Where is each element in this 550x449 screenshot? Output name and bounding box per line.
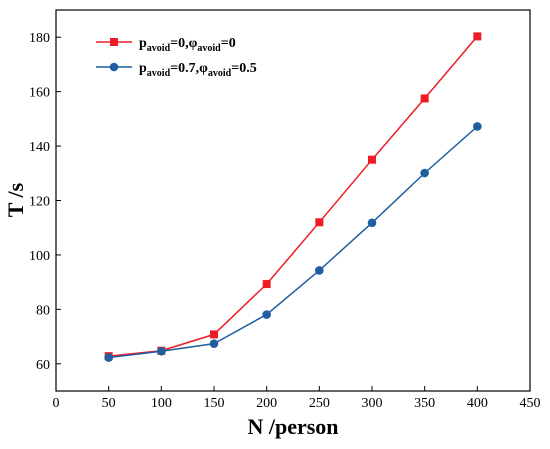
data-point (210, 330, 218, 339)
x-tick-label: 350 (414, 396, 435, 411)
data-point (209, 339, 219, 348)
x-tick-label: 150 (204, 396, 225, 411)
legend-text-part: p (139, 61, 147, 76)
data-point (367, 218, 377, 228)
x-tick-label: 0 (53, 396, 60, 411)
legend-subscript: avoid (208, 68, 232, 79)
series-line (108, 35, 478, 357)
series-2 (104, 122, 482, 362)
legend-item-2: pavoid=0.7,φavoid=0.5 (96, 61, 257, 79)
x-tick-label: 450 (520, 396, 541, 411)
data-point (473, 122, 482, 131)
x-tick-label: 100 (151, 396, 172, 411)
series-1 (104, 32, 482, 361)
y-tick-label: 80 (36, 303, 50, 318)
legend-subscript: avoid (147, 43, 171, 54)
legend-text-part: =0.7, (170, 61, 199, 76)
y-tick-label: 100 (29, 249, 50, 264)
data-point (315, 266, 324, 275)
y-tick-label: 180 (29, 31, 50, 46)
data-point (315, 218, 324, 227)
data-point (420, 168, 429, 178)
legend-text-part: =0, (170, 36, 188, 51)
legend-marker (109, 62, 119, 72)
data-point (104, 353, 113, 362)
data-point (262, 280, 271, 289)
legend-subscript: avoid (197, 43, 221, 54)
series-line (108, 125, 478, 359)
x-tick-label: 250 (309, 396, 330, 411)
y-tick-label: 120 (29, 195, 50, 210)
legend-text-part: p (139, 36, 147, 51)
legend-item-1: pavoid=0,φavoid=0 (96, 36, 236, 54)
legend-label: pavoid=0.7,φavoid=0.5 (139, 61, 257, 79)
y-tick-label: 160 (29, 86, 50, 101)
data-point (473, 32, 482, 41)
legend-text-part: φ (199, 61, 208, 76)
data-point (368, 155, 376, 164)
legend-text-part: =0.5 (231, 61, 256, 76)
legend-subscript: avoid (147, 68, 171, 79)
x-axis-title: N /person (247, 414, 338, 439)
legend-marker (110, 38, 118, 46)
x-tick-label: 300 (362, 396, 383, 411)
x-tick-label: 50 (102, 396, 116, 411)
y-tick-label: 60 (36, 358, 50, 373)
data-point (157, 346, 166, 356)
legend-text-part: φ (189, 36, 198, 51)
data-point (262, 310, 271, 319)
legend-text-part: =0 (221, 36, 236, 51)
x-tick-label: 200 (256, 396, 277, 411)
y-tick-label: 140 (29, 140, 50, 155)
series-layer (104, 32, 482, 362)
legend-label: pavoid=0,φavoid=0 (139, 36, 236, 54)
y-axis-title: T /s (3, 182, 28, 217)
x-tick-label: 400 (467, 396, 488, 411)
data-point (420, 94, 429, 103)
axis-ticks: 0 50 100 150 200 250 300 350 400 450 60 80 100 120 140… (29, 31, 541, 411)
